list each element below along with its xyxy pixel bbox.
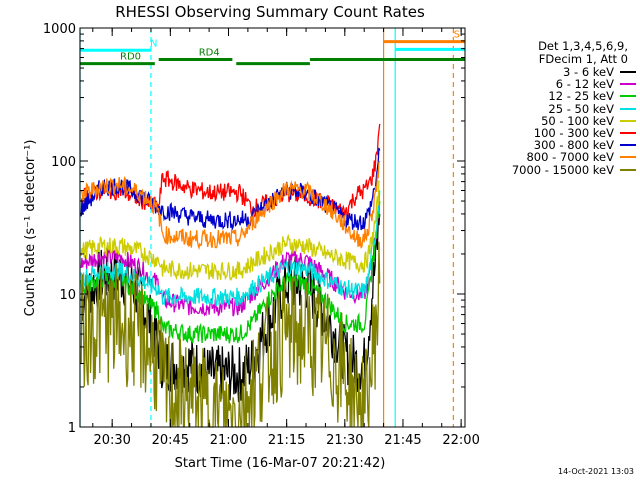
legend-swatch bbox=[620, 132, 636, 135]
series-line-25to50keV bbox=[80, 190, 381, 307]
flag-label-rd4: RD4 bbox=[199, 47, 220, 58]
x-tick-label: 22:00 bbox=[442, 433, 479, 448]
legend-entry: 7000 - 15000 keV bbox=[478, 162, 638, 177]
legend-entry: 300 - 800 keV bbox=[478, 138, 638, 153]
legend-entry: 6 - 12 keV bbox=[478, 77, 638, 92]
x-tick-label: 21:45 bbox=[384, 433, 421, 448]
legend-entry-label: 6 - 12 keV bbox=[555, 77, 614, 92]
legend-entry-label: 3 - 6 keV bbox=[563, 65, 614, 80]
x-tick-label: 21:15 bbox=[268, 433, 305, 448]
y-tick-label: 1 bbox=[68, 421, 76, 436]
flag-label-rd0: RD0 bbox=[120, 52, 141, 63]
legend-entry: 800 - 7000 keV bbox=[478, 150, 638, 165]
axes: 20:30 20:45 21:00 21:15 21:30 21:45 22:00 1 10 10… bbox=[43, 22, 480, 448]
flag-label-s: S bbox=[454, 30, 460, 41]
legend-entry: 100 - 300 keV bbox=[478, 126, 638, 141]
plot-frame bbox=[79, 27, 466, 428]
y-axis-label: Count Rate (s⁻¹ detector⁻¹) bbox=[23, 140, 38, 317]
legend-entry-label: 7000 - 15000 keV bbox=[511, 162, 614, 177]
legend-entry: 25 - 50 keV bbox=[478, 101, 638, 116]
legend-entry: 12 - 25 keV bbox=[478, 89, 638, 104]
legend-entry: 3 - 6 keV bbox=[478, 65, 638, 80]
legend: Det 1,3,4,5,6,9, FDecim 1, Att 0 3 - 6 k… bbox=[478, 39, 638, 177]
legend-header-line2: FDecim 1, Att 0 bbox=[538, 52, 628, 66]
series-line-7000to15000keV bbox=[80, 241, 381, 428]
legend-entry-label: 800 - 7000 keV bbox=[526, 150, 614, 165]
series-lines bbox=[80, 123, 381, 428]
x-tick-label: 21:00 bbox=[210, 433, 247, 448]
legend-entry-label: 100 - 300 keV bbox=[533, 126, 614, 141]
legend-header-line1: Det 1,3,4,5,6,9, bbox=[538, 39, 628, 53]
legend-entry-label: 300 - 800 keV bbox=[533, 138, 614, 153]
x-axis-label: Start Time (16-Mar-07 20:21:42) bbox=[175, 456, 386, 471]
legend-swatch bbox=[620, 107, 636, 110]
series-line-50to100keV bbox=[80, 180, 380, 282]
legend-entry: 50 - 100 keV bbox=[478, 113, 638, 128]
legend-swatch bbox=[620, 168, 636, 171]
legend-entry-label: 12 - 25 keV bbox=[548, 89, 614, 104]
legend-entry-label: 25 - 50 keV bbox=[548, 101, 614, 116]
y-tick-label: 1000 bbox=[43, 22, 76, 37]
legend-swatch bbox=[620, 144, 636, 147]
legend-swatch bbox=[620, 83, 636, 86]
y-tick-label: 10 bbox=[59, 288, 76, 303]
x-tick-label: 20:45 bbox=[152, 433, 189, 448]
flag-bars: RD0 RD4 N S bbox=[79, 28, 465, 427]
x-tick-label: 21:30 bbox=[326, 433, 363, 448]
legend-swatch bbox=[620, 156, 636, 159]
legend-swatch bbox=[620, 119, 636, 122]
legend-entry-label: 50 - 100 keV bbox=[541, 113, 614, 128]
footer-date: 14-Oct-2021 13:03 bbox=[558, 467, 634, 476]
series-line-800to7000keV bbox=[80, 160, 381, 251]
flag-label-n: N bbox=[150, 38, 157, 49]
legend-swatch bbox=[620, 95, 636, 98]
legend-entries: 3 - 6 keV 6 - 12 keV 12 - 25 keV 25 - 50 ke… bbox=[478, 65, 638, 177]
x-tick-label: 20:30 bbox=[93, 433, 130, 448]
legend-swatch bbox=[620, 71, 636, 74]
chart-title: RHESSI Observing Summary Count Rates bbox=[115, 3, 425, 21]
y-tick-label: 100 bbox=[51, 155, 76, 170]
